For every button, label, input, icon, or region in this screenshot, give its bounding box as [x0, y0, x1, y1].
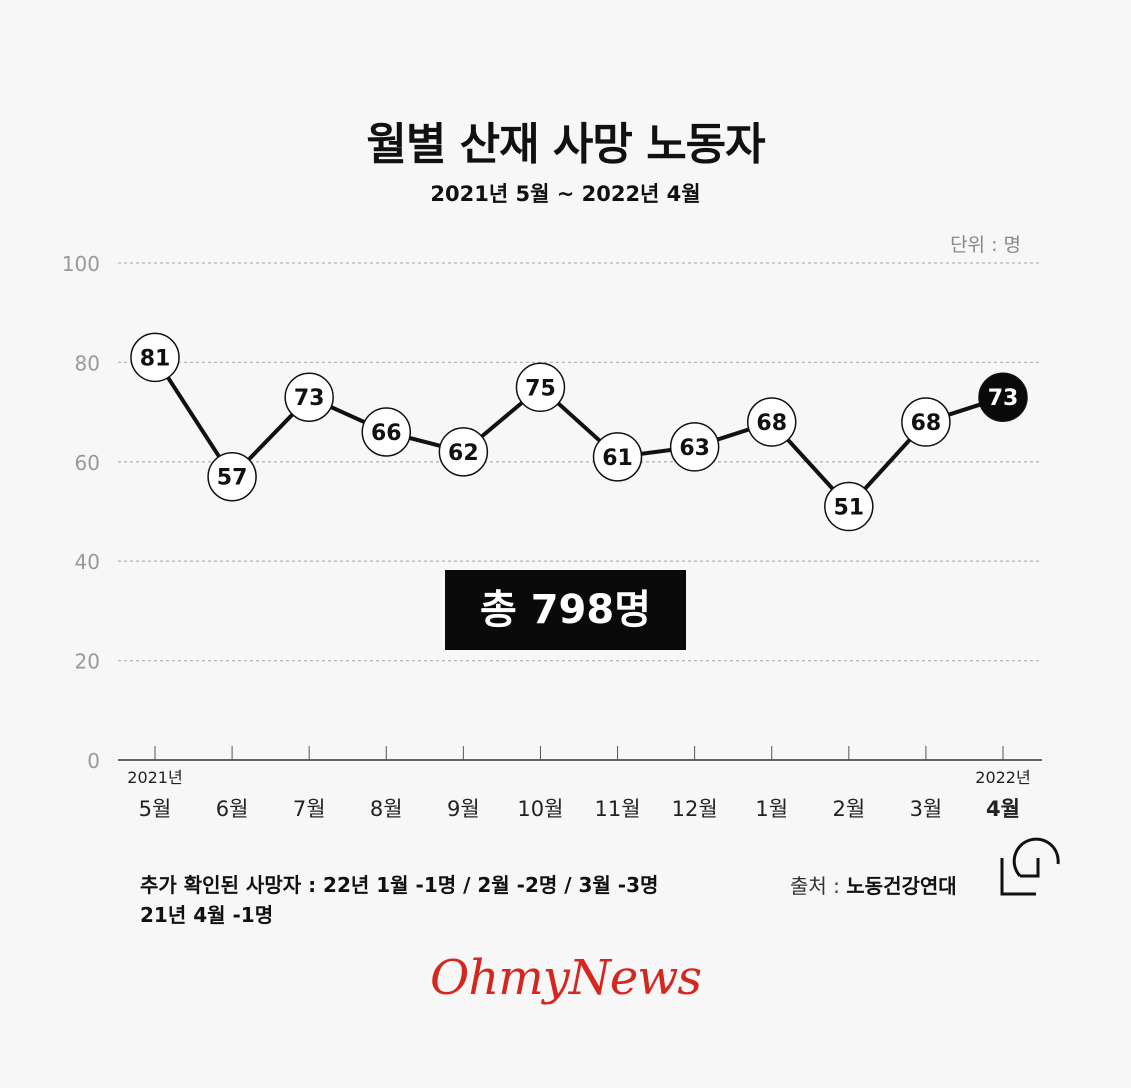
footnote-line-2: 21년 4월 -1명 [140, 903, 274, 927]
x-tick-label: 4월 [986, 797, 1020, 821]
data-label: 61 [602, 446, 633, 471]
x-tick-label: 5월 [139, 797, 172, 821]
x-tick-label: 6월 [216, 797, 249, 821]
footnote-line-1: 추가 확인된 사망자 : 22년 1월 -1명 / 2월 -2명 / 3월 -3… [140, 873, 659, 897]
chart-subtitle: 2021년 5월 ~ 2022년 4월 [430, 182, 701, 206]
source-credit: 출처 : 노동건강연대 [790, 870, 957, 899]
x-tick-label: 12월 [672, 797, 718, 821]
data-label: 81 [140, 346, 171, 371]
data-point [901, 397, 951, 447]
x-tick-label: 1월 [755, 797, 788, 821]
data-point [746, 397, 797, 447]
chart-title: 월별 산재 사망 노동자 [366, 119, 765, 170]
x-tick-label: 8월 [370, 797, 403, 821]
data-label: 63 [679, 436, 710, 461]
y-tick-label: 0 [87, 749, 100, 773]
y-tick-label: 20 [75, 650, 100, 674]
ohmynews-logo: OhmyNews [429, 950, 702, 1006]
source-logo-icon [1000, 837, 1060, 896]
data-point [978, 372, 1028, 422]
x-tick-label: 10월 [517, 797, 563, 821]
data-label: 66 [371, 421, 402, 446]
y-tick-label: 60 [75, 451, 100, 475]
footnote: 추가 확인된 사망자 : 22년 1월 -1명 / 2월 -2명 / 3월 -3… [140, 870, 658, 930]
data-point [438, 427, 489, 477]
data-point [592, 432, 643, 482]
data-point [284, 372, 334, 422]
data-point [207, 451, 257, 502]
data-label: 62 [448, 441, 479, 466]
x-tick-label: 11월 [595, 797, 641, 821]
data-label: 68 [756, 411, 787, 436]
total-badge: 총 798명 [445, 570, 686, 650]
data-label: 73 [988, 386, 1019, 411]
data-label: 75 [525, 376, 556, 401]
y-tick-label: 100 [62, 252, 100, 276]
data-point [824, 481, 874, 532]
data-point [669, 422, 720, 472]
source-name: 노동건강연대 [846, 874, 957, 898]
x-tick-label: 2월 [832, 797, 865, 821]
y-tick-label: 40 [75, 550, 100, 574]
x-tick-label: 9월 [447, 797, 480, 821]
data-label: 51 [834, 496, 865, 521]
data-point [361, 407, 412, 457]
series-line [153, 356, 1004, 510]
x-tick-label: 3월 [910, 797, 943, 821]
data-point [515, 362, 566, 412]
unit-label: 단위 : 명 [950, 234, 1021, 256]
data-label: 73 [294, 386, 325, 411]
x-tick-label: 7월 [293, 797, 326, 821]
data-label: 57 [217, 466, 248, 491]
year-label-end: 2022년 [975, 768, 1030, 787]
y-tick-label: 80 [75, 351, 100, 375]
source-prefix: 출처 : [790, 874, 847, 898]
year-label-start: 2021년 [127, 768, 182, 787]
data-point [130, 332, 180, 383]
data-label: 68 [911, 411, 942, 436]
